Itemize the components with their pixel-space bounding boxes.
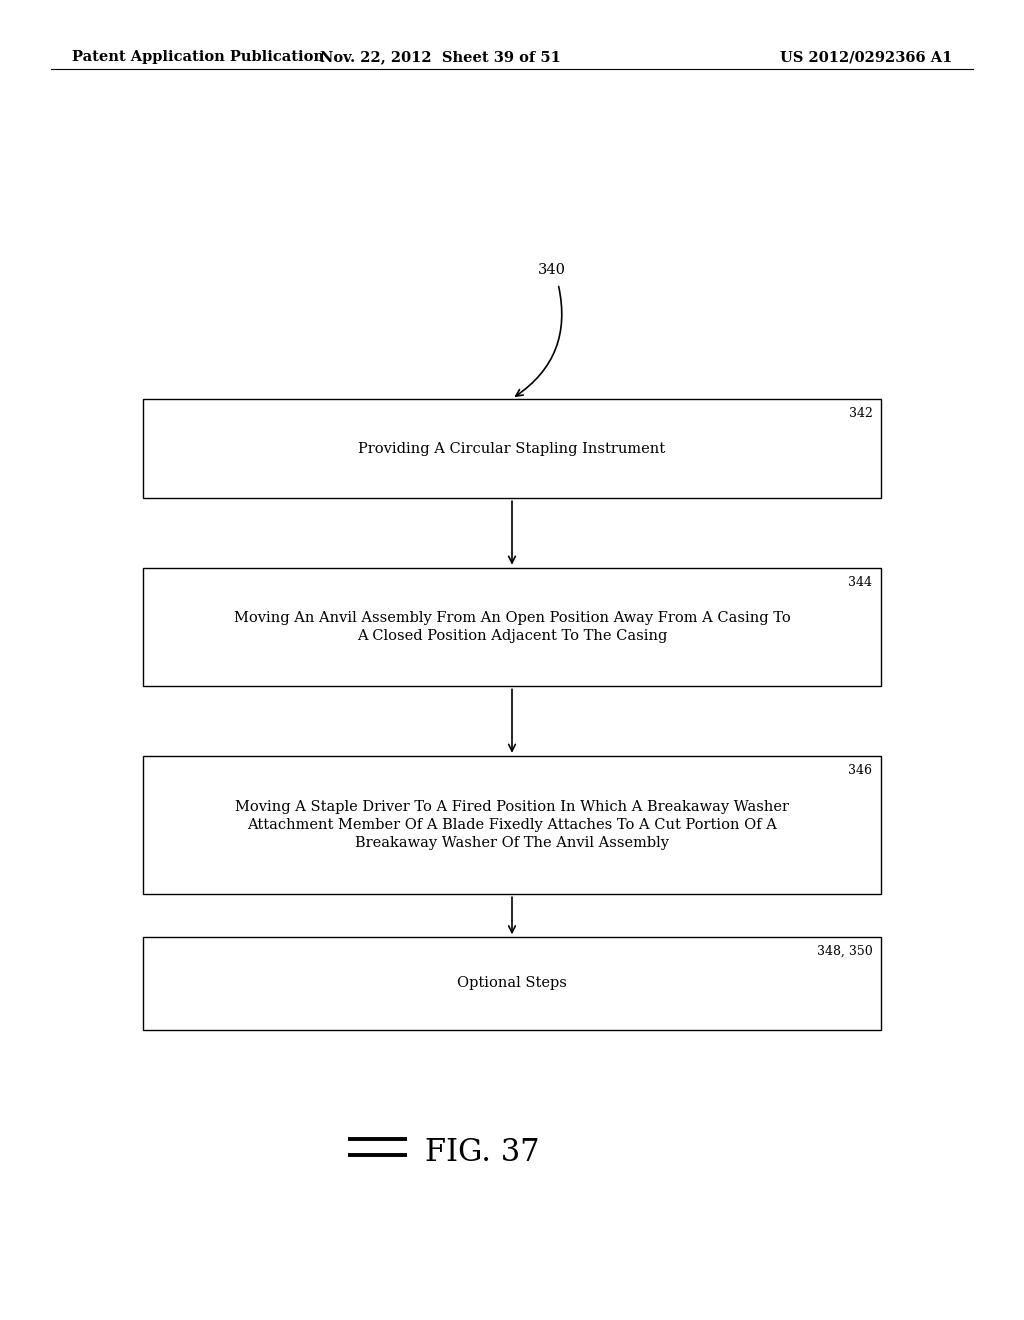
Text: Nov. 22, 2012  Sheet 39 of 51: Nov. 22, 2012 Sheet 39 of 51 <box>319 50 561 65</box>
Bar <box>143 937 881 1030</box>
Bar <box>143 755 881 895</box>
Text: Providing A Circular Stapling Instrument: Providing A Circular Stapling Instrument <box>358 442 666 455</box>
Text: Moving An Anvil Assembly From An Open Position Away From A Casing To
A Closed Po: Moving An Anvil Assembly From An Open Po… <box>233 611 791 643</box>
Text: 340: 340 <box>538 263 565 277</box>
Text: US 2012/0292366 A1: US 2012/0292366 A1 <box>780 50 952 65</box>
Text: 344: 344 <box>849 576 872 589</box>
Text: 346: 346 <box>849 763 872 776</box>
Bar <box>143 568 881 686</box>
Text: Moving A Staple Driver To A Fired Position In Which A Breakaway Washer
Attachmen: Moving A Staple Driver To A Fired Positi… <box>234 800 790 850</box>
Text: FIG. 37: FIG. 37 <box>425 1138 540 1168</box>
Text: Optional Steps: Optional Steps <box>457 977 567 990</box>
Text: 348, 350: 348, 350 <box>817 945 872 958</box>
Text: 342: 342 <box>849 407 872 420</box>
Bar <box>143 399 881 498</box>
Text: Patent Application Publication: Patent Application Publication <box>72 50 324 65</box>
